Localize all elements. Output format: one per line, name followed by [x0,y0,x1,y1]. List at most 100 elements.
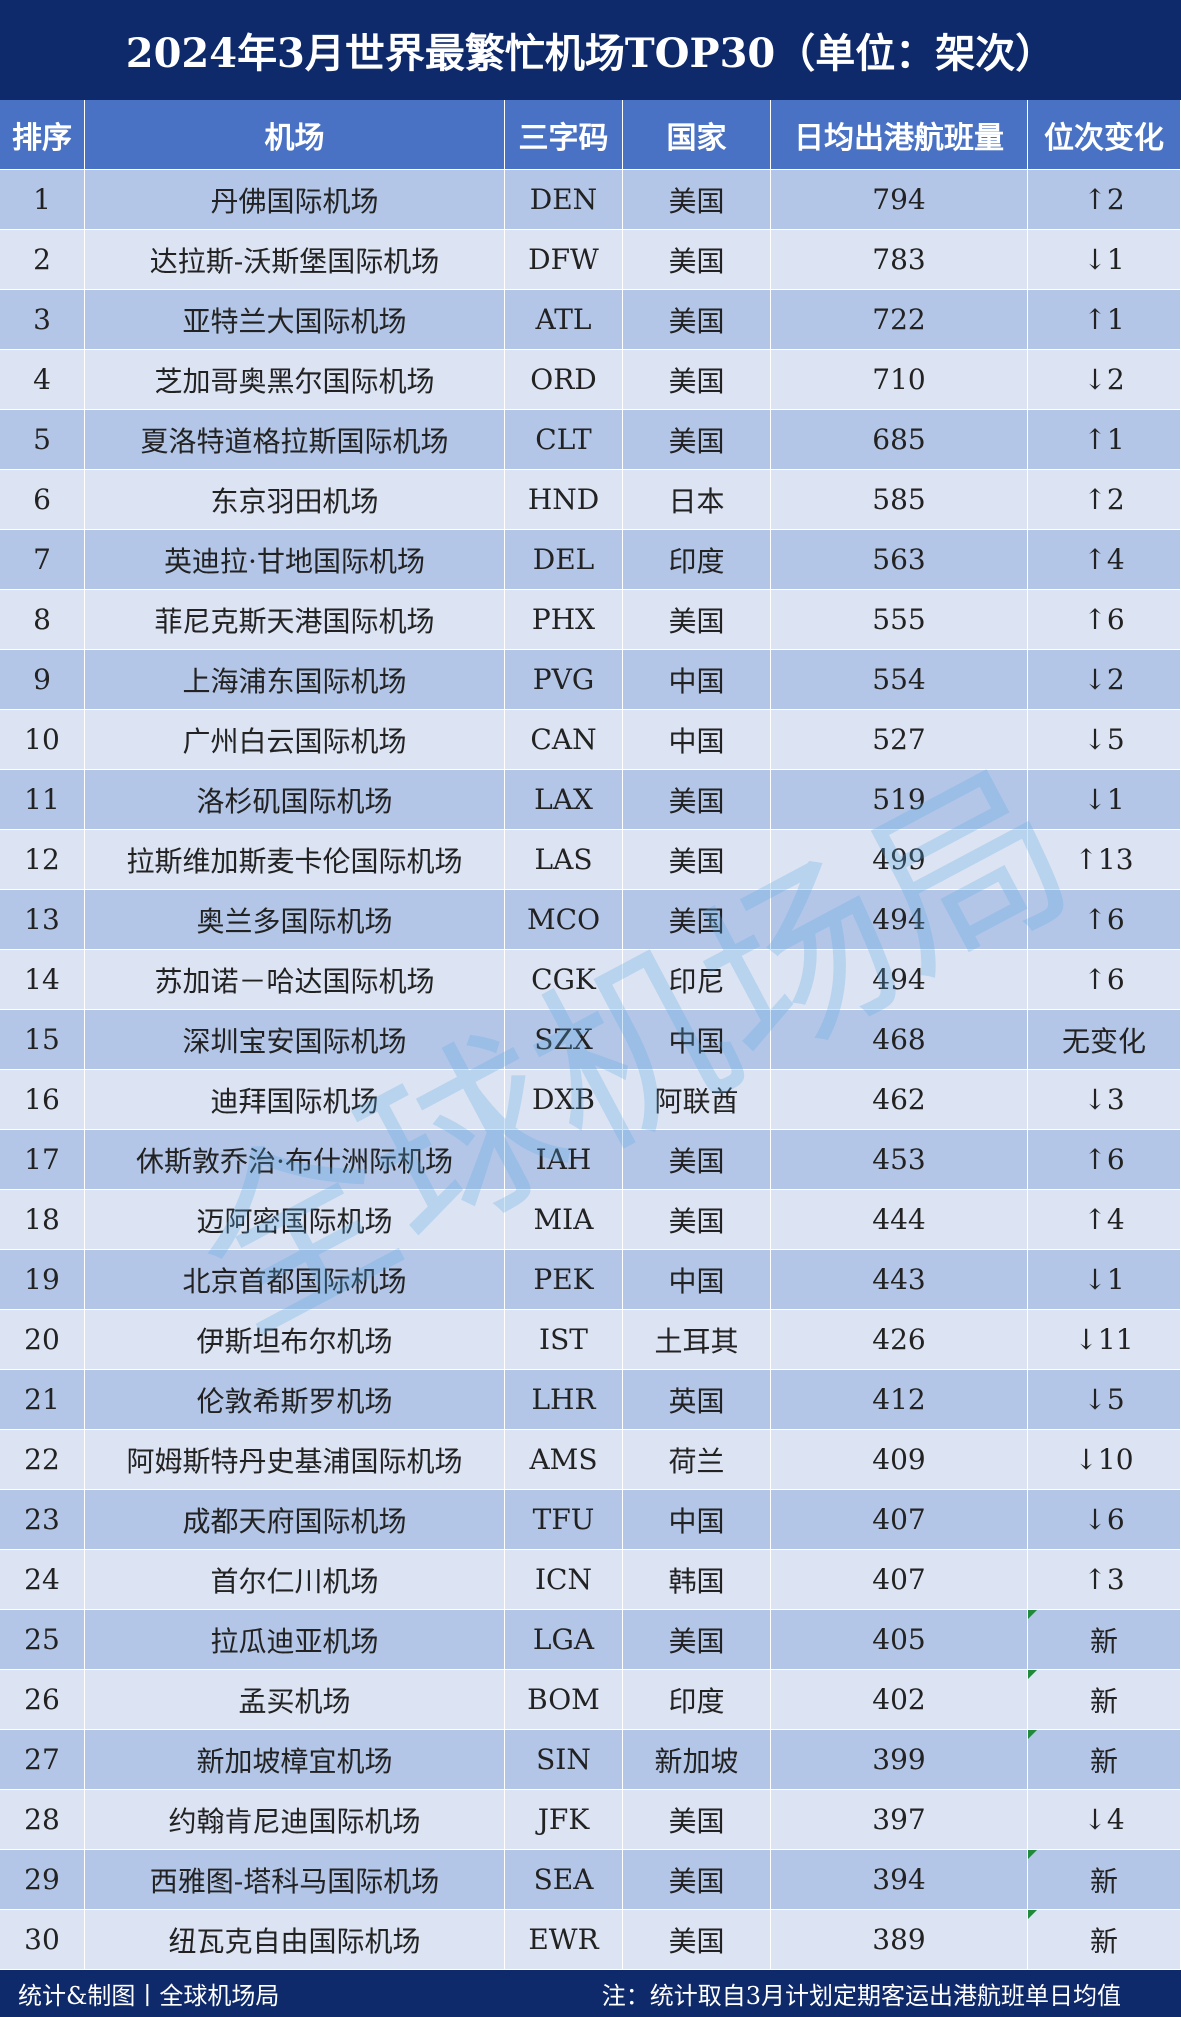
footer-left: 统计&制图丨全球机场局 [18,1982,280,2010]
change-cell: ↑4 [1028,530,1181,590]
flights-cell: 462 [771,1070,1028,1130]
rank-cell: 28 [0,1790,85,1850]
airport-cell: 芝加哥奥黑尔国际机场 [85,350,505,410]
flights-cell: 426 [771,1310,1028,1370]
country-cell: 印度 [623,530,771,590]
table: 排序 机场 三字码 国家 日均出港航班量 位次变化 1 丹佛国际机场 DEN 美国 794 ↑2 2 达拉… [0,100,1181,1970]
change-cell: ↑4 [1028,1190,1181,1250]
flights-cell: 405 [771,1610,1028,1670]
code-cell: CGK [505,950,623,1010]
change-cell: ↓2 [1028,650,1181,710]
airport-cell: 菲尼克斯天港国际机场 [85,590,505,650]
country-cell: 美国 [623,1190,771,1250]
country-cell: 荷兰 [623,1430,771,1490]
airport-cell: 广州白云国际机场 [85,710,505,770]
country-cell: 美国 [623,770,771,830]
country-cell: 土耳其 [623,1310,771,1370]
country-cell: 阿联酋 [623,1070,771,1130]
flights-cell: 443 [771,1250,1028,1310]
corner-marker [1028,1730,1037,1739]
rank-cell: 8 [0,590,85,650]
flights-cell: 563 [771,530,1028,590]
airport-cell: 伊斯坦布尔机场 [85,1310,505,1370]
change-cell: ↓5 [1028,1370,1181,1430]
country-cell: 印尼 [623,950,771,1010]
country-cell: 美国 [623,890,771,950]
country-cell: 新加坡 [623,1730,771,1790]
code-cell: EWR [505,1910,623,1970]
airport-cell: 阿姆斯特丹史基浦国际机场 [85,1430,505,1490]
change-cell: ↑2 [1028,470,1181,530]
code-cell: HND [505,470,623,530]
corner-marker [1028,1910,1037,1919]
country-cell: 中国 [623,1010,771,1070]
code-cell: ATL [505,290,623,350]
airport-cell: 迪拜国际机场 [85,1070,505,1130]
code-cell: BOM [505,1670,623,1730]
code-cell: PHX [505,590,623,650]
code-cell: LAS [505,830,623,890]
code-cell: PVG [505,650,623,710]
flights-cell: 397 [771,1790,1028,1850]
change-cell: ↑6 [1028,950,1181,1010]
flights-cell: 494 [771,890,1028,950]
code-cell: DEN [505,170,623,230]
flights-cell: 555 [771,590,1028,650]
change-cell: ↓1 [1028,1250,1181,1310]
rank-cell: 14 [0,950,85,1010]
country-cell: 美国 [623,1130,771,1190]
code-cell: PEK [505,1250,623,1310]
airport-cell: 伦敦希斯罗机场 [85,1370,505,1430]
country-cell: 英国 [623,1370,771,1430]
code-cell: DFW [505,230,623,290]
airport-cell: 东京羽田机场 [85,470,505,530]
airport-cell: 夏洛特道格拉斯国际机场 [85,410,505,470]
country-cell: 中国 [623,650,771,710]
rank-cell: 9 [0,650,85,710]
airport-cell: 拉瓜迪亚机场 [85,1610,505,1670]
rank-cell: 29 [0,1850,85,1910]
country-cell: 中国 [623,1250,771,1310]
rank-cell: 3 [0,290,85,350]
flights-cell: 402 [771,1670,1028,1730]
airport-cell: 丹佛国际机场 [85,170,505,230]
change-cell: ↓5 [1028,710,1181,770]
airport-cell: 孟买机场 [85,1670,505,1730]
change-cell: ↑1 [1028,410,1181,470]
change-cell: ↑6 [1028,1130,1181,1190]
code-cell: JFK [505,1790,623,1850]
country-cell: 美国 [623,410,771,470]
code-cell: LAX [505,770,623,830]
code-cell: CLT [505,410,623,470]
change-cell: 新 [1028,1910,1181,1970]
rank-cell: 26 [0,1670,85,1730]
flights-cell: 794 [771,170,1028,230]
rank-cell: 21 [0,1370,85,1430]
airport-cell: 亚特兰大国际机场 [85,290,505,350]
code-cell: IST [505,1310,623,1370]
flights-cell: 585 [771,470,1028,530]
change-cell: ↑6 [1028,590,1181,650]
change-cell: 新 [1028,1730,1181,1790]
flights-cell: 453 [771,1130,1028,1190]
flights-cell: 783 [771,230,1028,290]
rank-cell: 23 [0,1490,85,1550]
footer-right: 注：统计取自3月计划定期客运出港航班单日均值 [601,1982,1121,2010]
corner-marker [1028,1670,1037,1679]
rank-cell: 10 [0,710,85,770]
change-cell: ↓6 [1028,1490,1181,1550]
code-cell: SEA [505,1850,623,1910]
flights-cell: 389 [771,1910,1028,1970]
country-cell: 韩国 [623,1550,771,1610]
code-cell: MIA [505,1190,623,1250]
flights-cell: 407 [771,1490,1028,1550]
code-cell: TFU [505,1490,623,1550]
flights-cell: 499 [771,830,1028,890]
code-cell: CAN [505,710,623,770]
airport-cell: 西雅图-塔科马国际机场 [85,1850,505,1910]
change-cell: ↑1 [1028,290,1181,350]
airport-cell: 奥兰多国际机场 [85,890,505,950]
change-cell: ↓1 [1028,230,1181,290]
airport-cell: 迈阿密国际机场 [85,1190,505,1250]
